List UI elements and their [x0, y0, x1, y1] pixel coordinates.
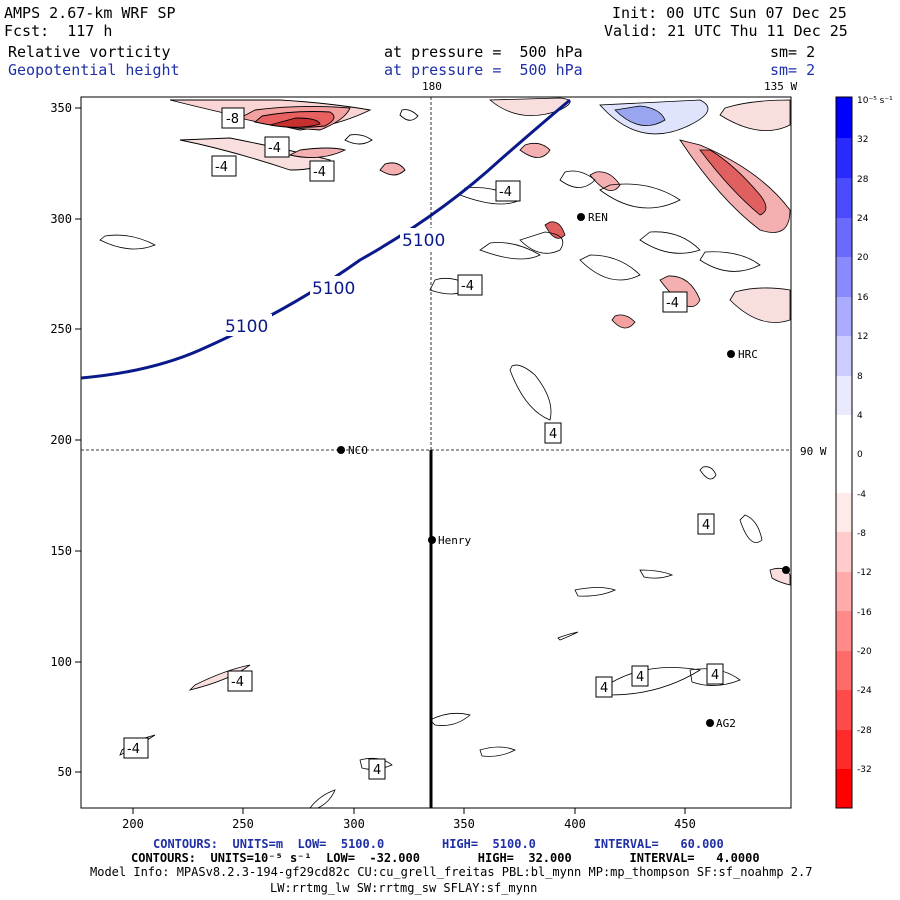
colorbar-label: 0 [857, 450, 863, 460]
x-tick-label: 250 [232, 817, 254, 831]
vort-label: 4 [600, 681, 608, 696]
height-labels: 5100 5100 5100 [222, 228, 450, 337]
height-contour-info: CONTOURS: UNITS=m LOW= 5100.0 HIGH= 5100… [153, 837, 724, 851]
vort-label: 4 [549, 427, 557, 442]
vort-label: 4 [373, 763, 381, 778]
colorbar-label: -24 [857, 686, 872, 696]
vort-label: -4 [666, 296, 679, 311]
x-tick-label: 400 [564, 817, 586, 831]
colorbar-label: 8 [857, 372, 863, 382]
lon-label-135w: 135 W [764, 80, 798, 93]
vort-label: 4 [636, 670, 644, 685]
x-tick-label: 200 [122, 817, 144, 831]
vort-label: -8 [226, 112, 239, 127]
y-tick-label: 200 [50, 433, 72, 447]
model-title: AMPS 2.67-km WRF SP [4, 4, 176, 22]
vort-label: 4 [711, 668, 719, 683]
colorbar-label: 12 [857, 332, 868, 342]
y-tick-label: 50 [58, 765, 72, 779]
x-axis-labels: 200 250 300 350 400 450 [122, 817, 696, 831]
model-info-physics: LW:rrtmg_lw SW:rrtmg_sw SFLAY:sf_mynn [270, 881, 538, 895]
colorbar-label: 24 [857, 214, 869, 224]
station-label: HRC [738, 348, 758, 361]
colorbar-label: -4 [857, 490, 866, 500]
colorbar-label: 28 [857, 175, 869, 185]
field1-level: at pressure = 500 hPa [384, 43, 583, 61]
height-label: 5100 [402, 231, 445, 251]
vorticity-contours-northwest [169, 99, 419, 176]
field1-smoothing: sm= 2 [770, 43, 816, 61]
field2-name: Geopotential height [8, 61, 180, 79]
colorbar-label: -28 [857, 726, 872, 736]
field1-name: Relative vorticity [8, 43, 171, 61]
forecast-hour: Fcst: 117 h [4, 22, 113, 40]
vorticity-contour-info: CONTOURS: UNITS=10⁻⁵ s⁻¹ LOW= -32.000 HI… [131, 851, 760, 865]
stations: NCO Henry HRC REN AG2 [337, 211, 790, 730]
vort-label: -4 [215, 160, 228, 175]
colorbar-label: -32 [857, 765, 872, 775]
init-time: Init: 00 UTC Sun 07 Dec 25 [612, 4, 847, 22]
station-label: AG2 [716, 717, 736, 730]
height-label: 5100 [225, 317, 268, 337]
vort-label: 4 [702, 518, 710, 533]
field2-smoothing: sm= 2 [770, 61, 816, 79]
lon-label-90w: 90 W [800, 445, 827, 458]
y-tick-label: 100 [50, 655, 72, 669]
vort-label: -4 [268, 141, 281, 156]
model-info: Model Info: MPASv8.2.3-194-gf29cd82c CU:… [90, 865, 813, 879]
y-tick-label: 150 [50, 544, 72, 558]
x-tick-label: 300 [343, 817, 365, 831]
plot-frame [80, 96, 792, 809]
station-label: REN [588, 211, 608, 224]
vorticity-contours-northeast [429, 97, 791, 329]
colorbar-label: 4 [857, 411, 863, 421]
y-axis-labels: 350 300 250 200 150 100 50 [50, 101, 72, 779]
colorbar-label: -8 [857, 529, 866, 539]
axis-ticks [75, 107, 686, 814]
station-marker [727, 350, 735, 358]
lon-label-180: 180 [422, 80, 442, 93]
station-marker [782, 566, 790, 574]
station-marker [428, 536, 436, 544]
valid-time: Valid: 21 UTC Thu 11 Dec 25 [604, 22, 848, 40]
vort-label: -4 [127, 742, 140, 757]
colorbar: 10⁻⁵ s⁻¹ 32 28 24 20 16 12 8 4 0 -4 -8 -… [835, 96, 893, 809]
y-tick-label: 250 [50, 322, 72, 336]
vort-label: -4 [461, 279, 474, 294]
colorbar-unit: 10⁻⁵ s⁻¹ [857, 96, 893, 106]
vort-label: -4 [231, 675, 244, 690]
station-marker [577, 213, 585, 221]
colorbar-label: 16 [857, 293, 869, 303]
y-tick-label: 350 [50, 101, 72, 115]
y-tick-label: 300 [50, 212, 72, 226]
colorbar-label: -20 [857, 647, 872, 657]
vort-label: -4 [313, 165, 326, 180]
height-label: 5100 [312, 279, 355, 299]
station-label: Henry [438, 534, 471, 547]
station-label: NCO [348, 444, 368, 457]
colorbar-label: 32 [857, 135, 868, 145]
station-marker [337, 446, 345, 454]
colorbar-label: 20 [857, 253, 869, 263]
x-tick-label: 350 [453, 817, 475, 831]
vorticity-labels: -8 -4 -4 -4 -4 -4 -4 -4 -4 4 4 4 4 4 4 [123, 107, 724, 780]
x-tick-label: 450 [674, 817, 696, 831]
vort-label: -4 [499, 185, 512, 200]
station-marker [706, 719, 714, 727]
height-contour-5100 [80, 98, 571, 380]
colorbar-label: -16 [857, 608, 872, 618]
field2-level: at pressure = 500 hPa [384, 61, 583, 79]
colorbar-label: -12 [857, 568, 872, 578]
